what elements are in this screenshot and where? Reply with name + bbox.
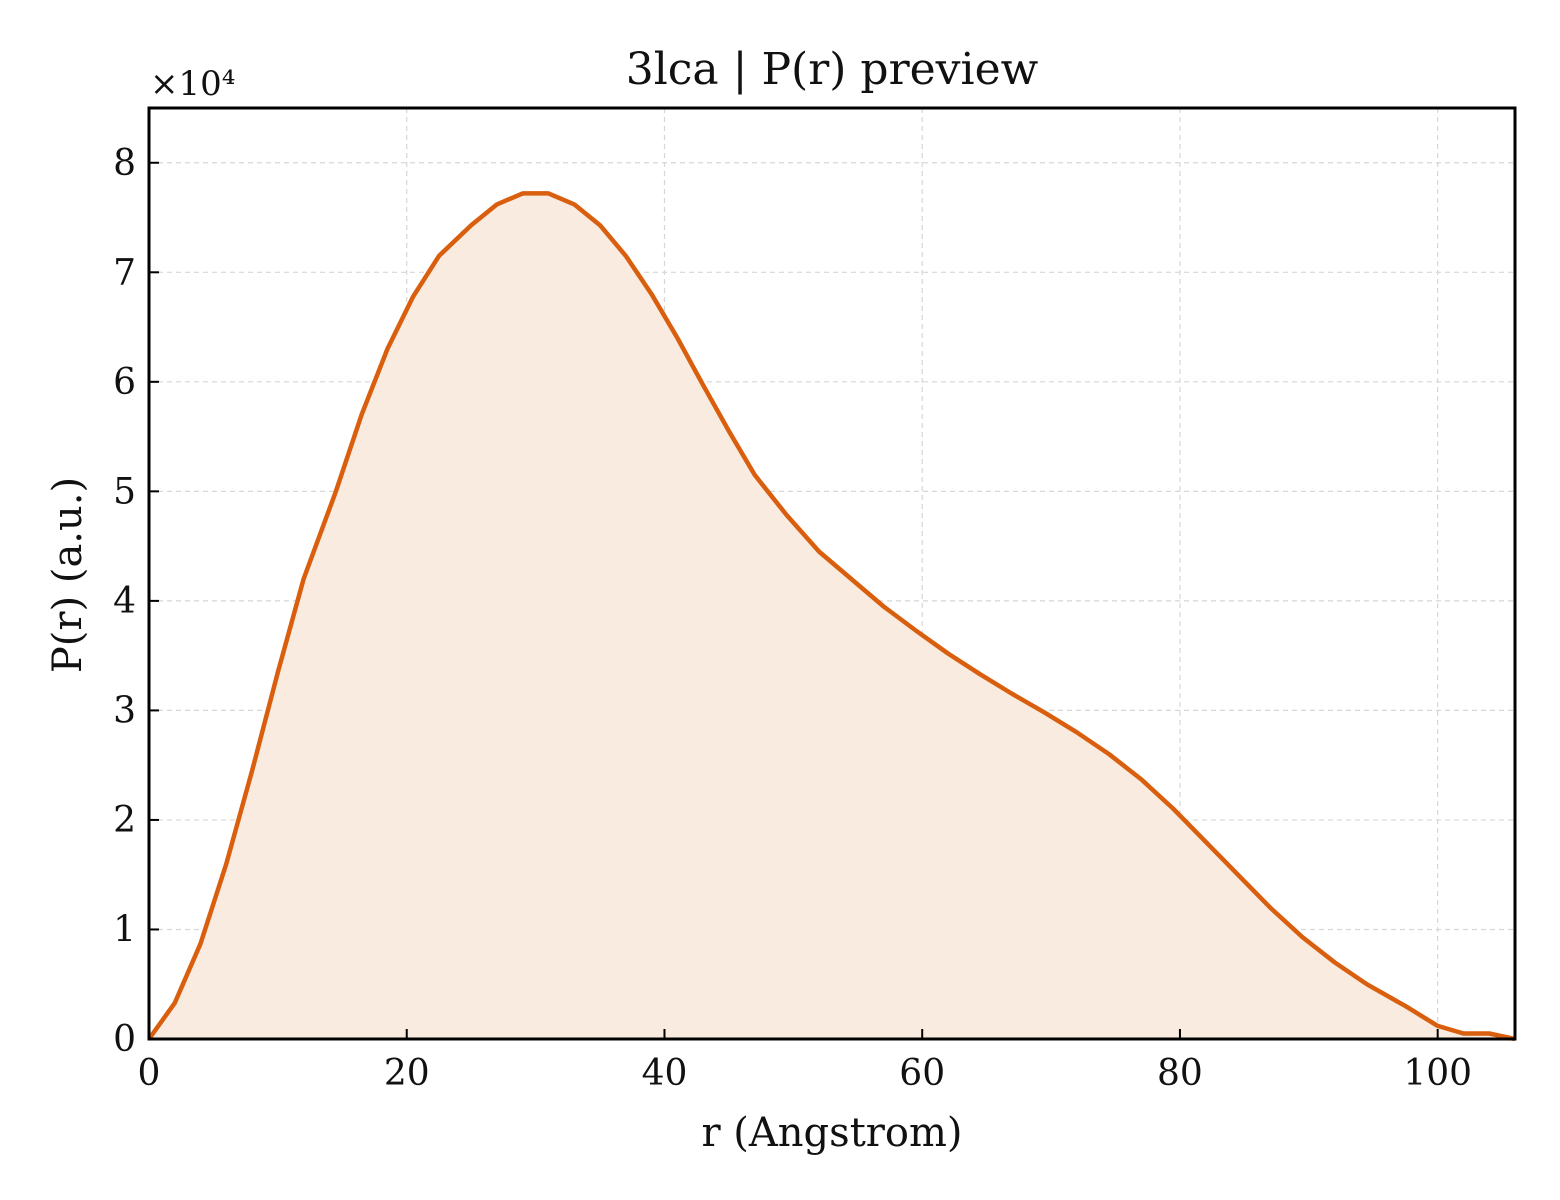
axis-ticks: 0 20 40 60 80 100 0 1 2 3 4 5 6 7 8 [113,143,1472,1094]
x-tick-label: 80 [1157,1053,1203,1094]
y-tick-label: 3 [113,690,136,731]
y-tick-label: 0 [113,1019,136,1060]
x-tick-label: 100 [1403,1053,1472,1094]
x-tick-label: 40 [642,1053,688,1094]
y-tick-label: 6 [113,362,136,403]
y-tick-label: 5 [113,471,136,512]
pr-area-fill [149,193,1515,1039]
x-tick-label: 20 [384,1053,430,1094]
y-axis-label: P(r) (a.u.) [45,477,91,673]
y-tick-label: 8 [113,143,136,184]
plot-frame [147,106,1517,1041]
x-axis-label: r (Angstrom) [701,1110,962,1156]
pr-series-line [147,191,1516,1042]
y-multiplier-label: ×10⁴ [150,64,235,104]
x-tick-label: 60 [899,1053,945,1094]
y-tick-label: 2 [113,800,136,841]
y-tick-label: 4 [113,581,136,622]
chart-title: 3lca | P(r) preview [626,44,1039,95]
y-tick-label: 1 [113,909,136,950]
x-tick-label: 0 [138,1053,161,1094]
y-tick-label: 7 [113,252,136,293]
